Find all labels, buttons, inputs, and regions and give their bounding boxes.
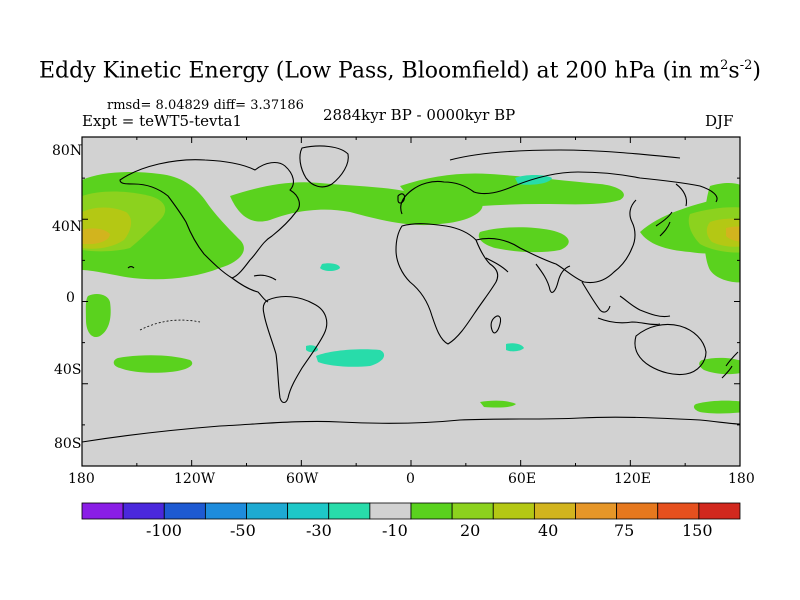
north-atlantic-field <box>230 182 483 226</box>
colorbar-label-minus30: -30 <box>306 521 332 540</box>
central-pacific-peak-field <box>726 226 740 242</box>
greenland-coast <box>299 145 349 188</box>
lon-label-180-west: 180 <box>68 471 95 487</box>
colorbar-label-minus50: -50 <box>230 521 256 540</box>
kamchatka-coast <box>675 183 688 207</box>
madagascar-coast <box>490 315 502 334</box>
antarctica-coast <box>82 416 740 443</box>
colorbar-swatch <box>492 502 535 520</box>
new-zealand-coast <box>721 351 739 379</box>
lon-label-60w: 60W <box>286 471 319 487</box>
hawaii-coast <box>127 265 135 269</box>
statistics-text: rmsd= 8.04829 diff= 3.37186 <box>107 98 304 113</box>
colorbar-swatch <box>616 502 659 520</box>
zero-contour <box>139 319 201 331</box>
color-bar <box>81 502 741 520</box>
colorbar-label-minus100: -100 <box>146 521 182 540</box>
uk-coast <box>397 193 406 204</box>
colorbar-label-40: 40 <box>538 521 559 540</box>
indonesia-coast <box>597 317 661 326</box>
eurasia-jet-field <box>400 173 624 209</box>
coastlines <box>82 145 740 443</box>
south-atlantic-negative <box>316 349 385 367</box>
arabia-india-coast <box>485 257 571 293</box>
colorbar-swatch <box>451 502 494 520</box>
colorbar-swatch <box>163 502 206 520</box>
experiment-label: Expt = teWT5-tevta1 <box>82 112 242 130</box>
map-panel <box>82 137 740 466</box>
colorbar-swatch <box>698 502 741 520</box>
asia-coast <box>475 199 637 284</box>
lat-label-80n: 80N <box>52 143 83 159</box>
lat-label-40n: 40N <box>52 219 83 235</box>
colorbar-swatch <box>575 502 618 520</box>
colorbar-label-75: 75 <box>614 521 635 540</box>
north-africa-asia-field <box>478 227 569 253</box>
map-title: Eddy Kinetic Energy (Low Pass, Bloomfiel… <box>39 58 761 84</box>
colorbar-swatch <box>410 502 453 520</box>
north-pacific-peak-field <box>82 228 110 244</box>
colorbar-swatch <box>533 502 576 520</box>
lon-label-0: 0 <box>406 471 415 487</box>
africa-coast <box>395 223 499 345</box>
lon-label-180-east: 180 <box>728 471 755 487</box>
colorbar-swatch <box>287 502 330 520</box>
colorbar-swatch <box>246 502 289 520</box>
south-indian-negative <box>506 343 524 352</box>
north-america-coast <box>119 159 300 279</box>
negative-anomaly-fields <box>306 175 552 367</box>
lat-label-0: 0 <box>66 290 75 306</box>
colorbar-swatch <box>81 502 124 520</box>
positive-anomaly-fields <box>82 172 740 414</box>
colorbar-label-150: 150 <box>682 521 713 540</box>
south-pacific-field <box>113 355 193 373</box>
colorbar-swatch <box>204 502 247 520</box>
europe-coast <box>400 171 718 215</box>
colorbar-label-minus10: -10 <box>382 521 408 540</box>
south-america-negative <box>306 345 318 353</box>
lat-label-40s: 40S <box>54 362 82 378</box>
siberia-arctic-coast <box>449 149 681 161</box>
colorbar-swatch <box>122 502 165 520</box>
lon-label-120e: 120E <box>614 471 651 487</box>
colorbar-label-20: 20 <box>460 521 481 540</box>
south-pacific-east-field <box>85 294 111 338</box>
australia-coast <box>634 323 707 376</box>
north-atlantic-negative <box>320 263 340 271</box>
southeast-asia-coast <box>581 281 671 318</box>
lon-label-60e: 60E <box>508 471 537 487</box>
colorbar-swatch <box>657 502 700 520</box>
southern-ocean-field <box>480 400 516 408</box>
axis-ticks <box>81 136 741 467</box>
lon-label-120w: 120W <box>174 471 216 487</box>
south-america-coast <box>262 295 328 404</box>
central-pacific-high-field <box>706 218 740 247</box>
period-label: 2884kyr BP - 0000kyr BP <box>323 106 516 124</box>
lat-label-80s: 80S <box>54 436 82 452</box>
colorbar-swatch <box>369 502 412 520</box>
season-label: DJF <box>705 112 734 130</box>
colorbar-swatch <box>328 502 371 520</box>
central-america-coast <box>231 277 269 303</box>
japan-coast <box>655 211 673 237</box>
south-pacific-far-field <box>693 400 740 414</box>
caribbean-coast <box>253 274 277 281</box>
